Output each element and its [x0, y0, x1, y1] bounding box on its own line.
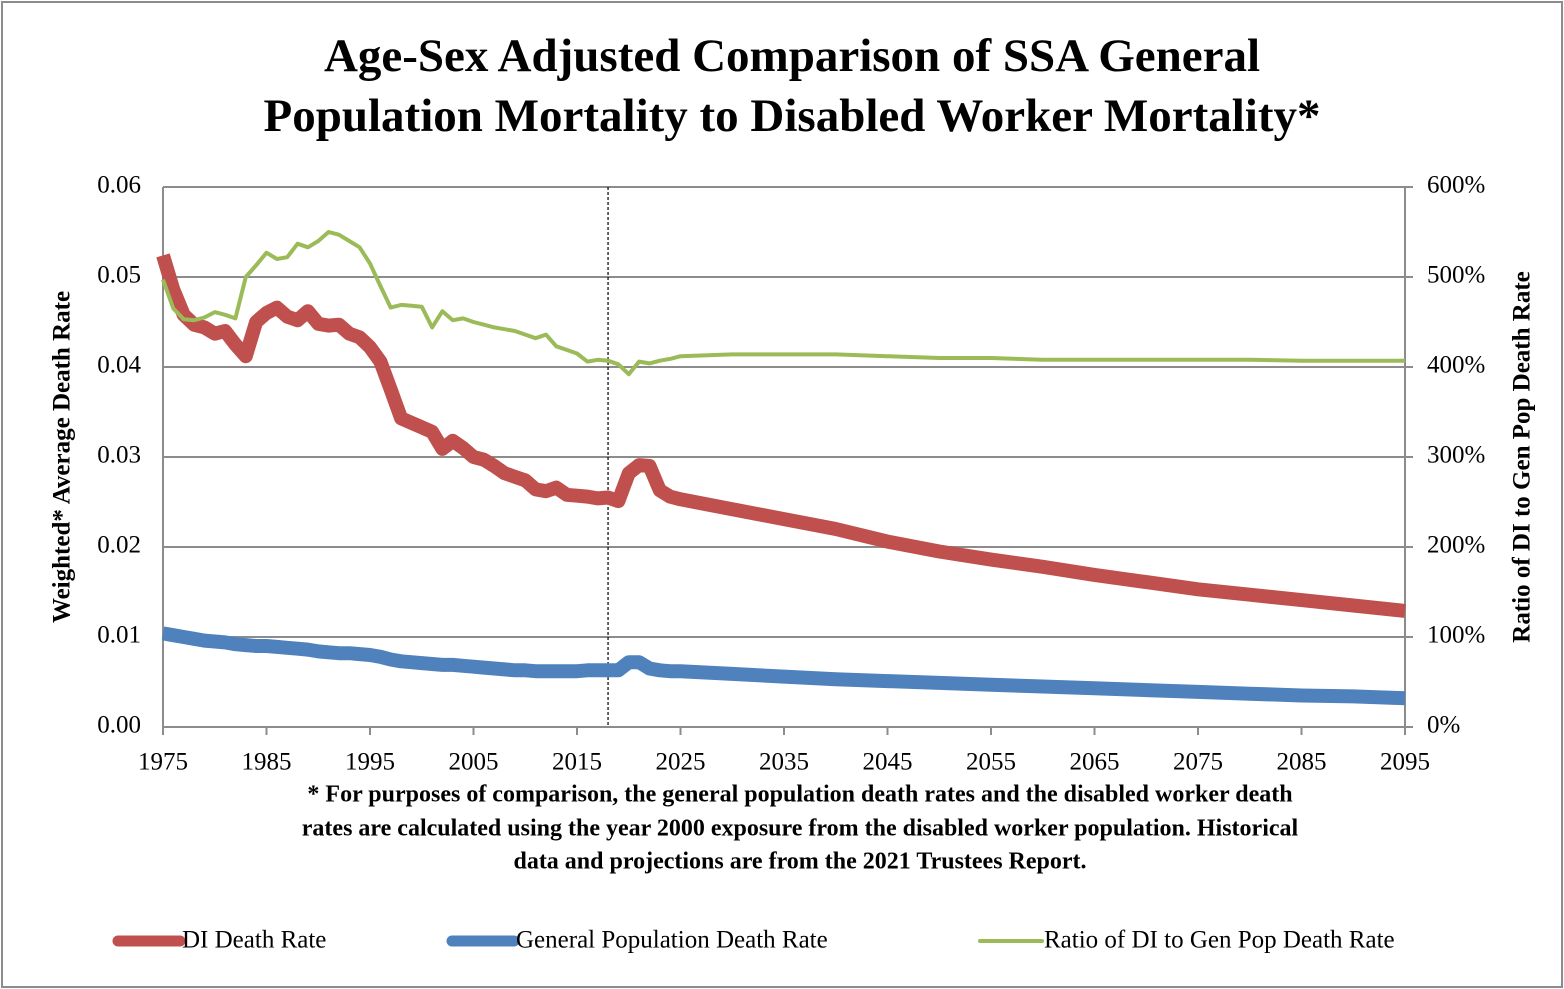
y-tick-label: 0.06 [97, 172, 141, 199]
y-tick-label: 0.02 [97, 532, 141, 559]
y-tick-label: 0.04 [97, 352, 141, 379]
x-tick-label: 2085 [1277, 749, 1327, 776]
y2-tick-label: 600% [1427, 172, 1485, 199]
x-tick-label: 1975 [138, 749, 188, 776]
y-tick-label: 0.01 [97, 622, 141, 649]
y2-tick-label: 200% [1427, 532, 1485, 559]
y-tick-label: 0.00 [97, 712, 141, 739]
y2-tick-label: 400% [1427, 352, 1485, 379]
y-axis-label: Weighted* Average Death Rate [49, 291, 76, 623]
legend-label: Ratio of DI to Gen Pop Death Rate [1044, 927, 1395, 954]
legend-label: General Population Death Rate [516, 927, 828, 954]
x-tick-label: 2065 [1070, 749, 1120, 776]
x-tick-label: 2075 [1173, 749, 1223, 776]
x-tick-label: 2035 [759, 749, 809, 776]
footnote: rates are calculated using the year 2000… [302, 816, 1299, 842]
x-tick-label: 2025 [656, 749, 706, 776]
chart-title: Age-Sex Adjusted Comparison of SSA Gener… [324, 30, 1260, 82]
x-tick-label: 2015 [552, 749, 602, 776]
series-line [156, 253, 1406, 618]
y2-tick-label: 500% [1427, 262, 1485, 289]
x-tick-label: 2005 [449, 749, 499, 776]
footnote: * For purposes of comparison, the genera… [307, 782, 1292, 808]
legend-label: DI Death Rate [182, 927, 326, 954]
x-tick-label: 2045 [863, 749, 913, 776]
x-tick-label: 2095 [1380, 749, 1430, 776]
footnote: data and projections are from the 2021 T… [513, 849, 1086, 875]
chart-title: Population Mortality to Disabled Worker … [264, 90, 1321, 142]
y-tick-label: 0.03 [97, 442, 141, 469]
y2-tick-label: 100% [1427, 622, 1485, 649]
series-line [161, 626, 1406, 706]
y2-axis-label: Ratio of DI to Gen Pop Death Rate [1509, 271, 1536, 642]
x-tick-label: 1985 [242, 749, 292, 776]
x-tick-label: 2055 [966, 749, 1016, 776]
y2-tick-label: 300% [1427, 442, 1485, 469]
series-line [161, 230, 1405, 377]
y2-tick-label: 0% [1427, 712, 1460, 739]
y-tick-label: 0.05 [97, 262, 141, 289]
x-tick-label: 1995 [345, 749, 395, 776]
